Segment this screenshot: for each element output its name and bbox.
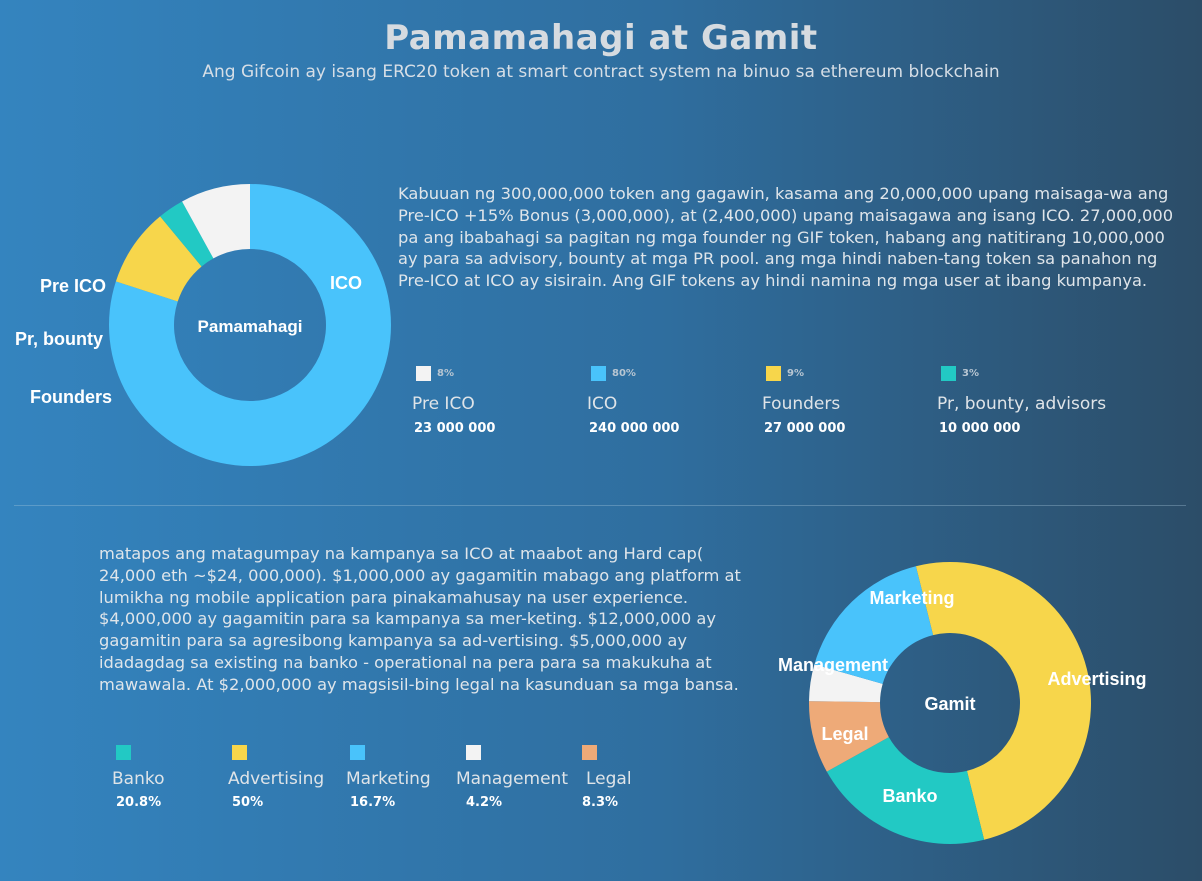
legend-name: Marketing (346, 769, 431, 789)
slice-label-pre-ico: Pre ICO (40, 276, 106, 296)
donut-slice-founders (115, 216, 202, 302)
legend-swatch (591, 366, 606, 381)
legend-name: ICO (587, 394, 618, 414)
donut-slice-pr-bounty (160, 201, 214, 267)
legend-pct: 9% (787, 368, 804, 379)
legend-amount: 27 000 000 (764, 421, 846, 436)
donut-slice-management (809, 664, 883, 703)
donut-center-label: Pamamahagi (198, 317, 303, 336)
page-title: Pamamahagi at Gamit (384, 18, 818, 58)
section-divider (14, 505, 1186, 506)
slice-label-ico: ICO (330, 273, 362, 293)
legend-swatch (232, 745, 247, 760)
usage-paragraph: matapos ang matagumpay na kampanya sa IC… (99, 544, 741, 694)
legend-name: Banko (112, 769, 165, 789)
donut-slice-legal (809, 701, 889, 772)
legend-amount: 240 000 000 (589, 421, 680, 436)
legend-pct: 50% (232, 795, 264, 810)
slice-label-legal: Legal (821, 724, 868, 744)
legend-pct: 4.2% (466, 795, 503, 810)
slice-label-management: Management (778, 655, 888, 675)
legend-name: Founders (762, 394, 841, 414)
legend-pct: 20.8% (116, 795, 162, 810)
legend-pct: 8.3% (582, 795, 619, 810)
legend-swatch (582, 745, 597, 760)
legend-name: Management (456, 769, 568, 789)
legend-swatch (766, 366, 781, 381)
distribution-paragraph: Kabuuan ng 300,000,000 token ang gagawin… (398, 184, 1174, 291)
distribution-donut-chart: ICO Founders Pr, bounty Pre ICO Pamamahagi (15, 184, 391, 466)
legend-amount: 23 000 000 (414, 421, 496, 436)
legend-amount: 10 000 000 (939, 421, 1021, 436)
legend-pct: 16.7% (350, 795, 396, 810)
legend-swatch (116, 745, 131, 760)
donut-slice-advertising (915, 561, 1091, 840)
legend-swatch (941, 366, 956, 381)
donut-center-label: Gamit (924, 694, 975, 714)
donut-slice-pre-ico (182, 184, 250, 259)
legend-name: Legal (586, 769, 632, 789)
page-subtitle: Ang Gifcoin ay isang ERC20 token at smar… (202, 62, 1000, 82)
donut-slice-banko (826, 737, 985, 844)
donut-slice-marketing (814, 566, 934, 684)
legend-pct: 8% (437, 368, 454, 379)
legend-name: Advertising (228, 769, 325, 789)
legend-swatch (350, 745, 365, 760)
usage-donut-chart: Advertising Banko Legal Management Marketing… (778, 561, 1147, 844)
legend-pct: 80% (612, 368, 636, 379)
legend-name: Pr, bounty, advisors (937, 394, 1107, 414)
legend-name: Pre ICO (412, 394, 475, 414)
donut-slice-ico (108, 184, 391, 466)
slice-label-advertising: Advertising (1047, 669, 1146, 689)
legend-swatch (466, 745, 481, 760)
slice-label-pr-bounty: Pr, bounty (15, 329, 103, 349)
slice-label-marketing: Marketing (869, 588, 954, 608)
legend-swatch (416, 366, 431, 381)
slice-label-founders: Founders (30, 387, 112, 407)
legend-pct: 3% (962, 368, 979, 379)
slice-label-banko: Banko (882, 786, 937, 806)
